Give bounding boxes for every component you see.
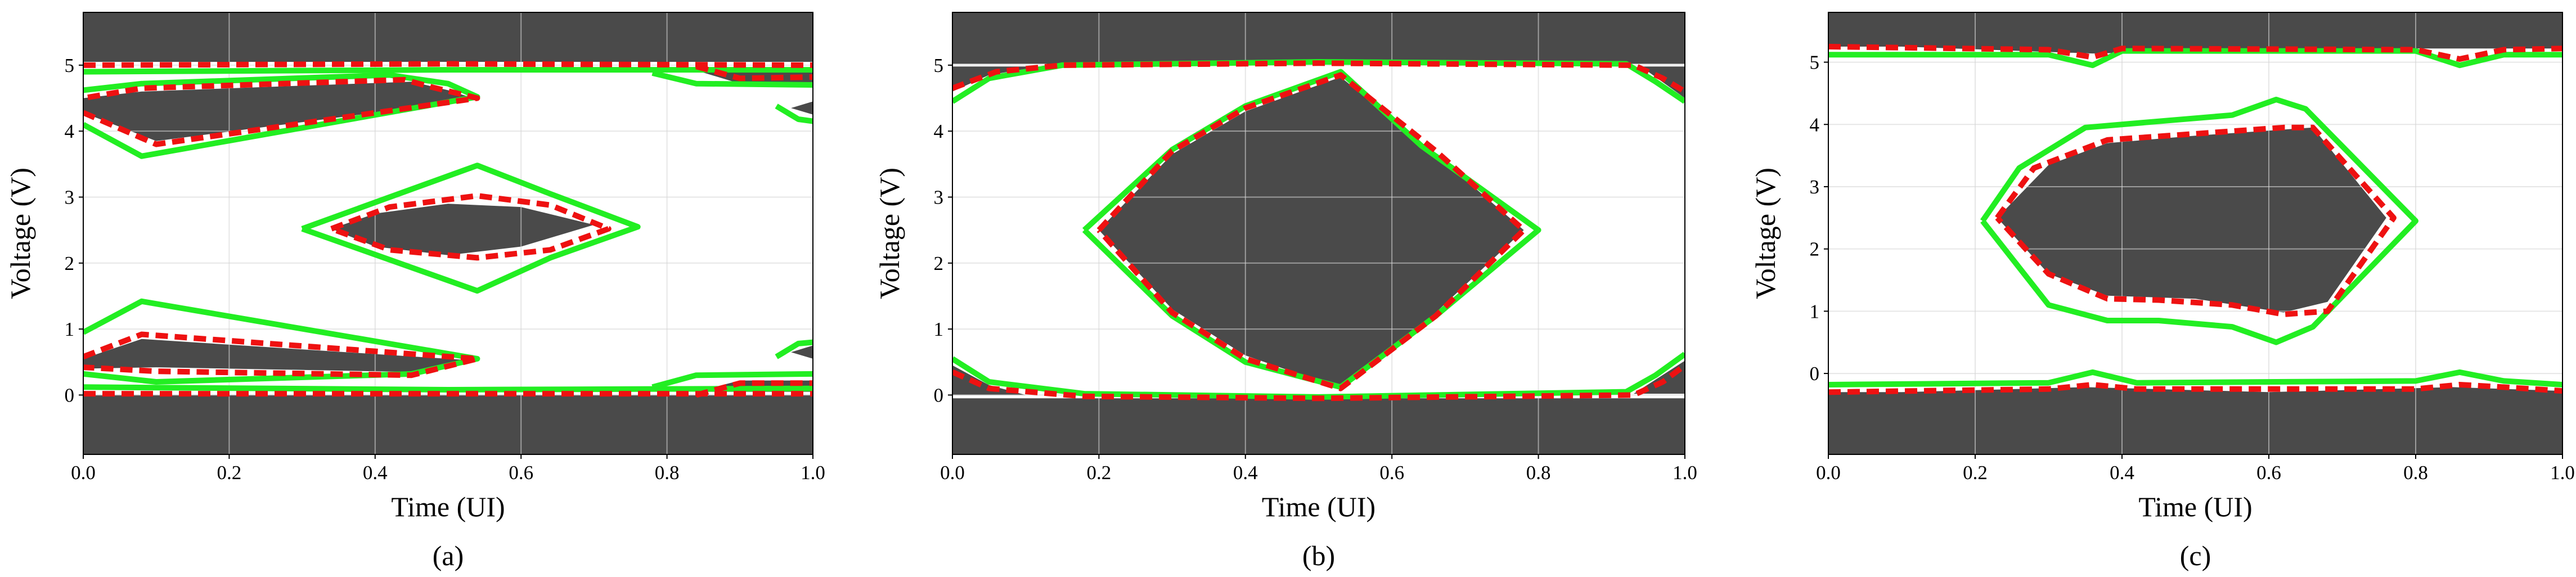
- x-axis-label: Time (UI): [1262, 491, 1375, 522]
- eye-region: [952, 365, 1026, 395]
- eye-region: [1997, 127, 2386, 313]
- y-tick-label: 0: [1810, 363, 1820, 385]
- y-tick-label: 3: [65, 186, 75, 208]
- green-contour: [651, 70, 813, 88]
- red-dashed-contour: [1828, 382, 2562, 395]
- y-tick-label: 4: [1810, 114, 1820, 136]
- panel-0: 0.0 0.2 0.4 0.6 0.8 1.0 0 1 2 3 4 5 Time (UI) Voltage…: [5, 12, 825, 571]
- panel-2: 0.0 0.2 0.4 0.6 0.8 1.0 0 1 2 3 4 5 Time (UI) Voltage…: [1750, 12, 2575, 571]
- eye-region: [1633, 360, 1685, 394]
- red-dashed-contour: [695, 380, 813, 398]
- x-tick-label: 1.0: [1673, 462, 1697, 484]
- x-tick-label: 0.0: [71, 462, 96, 484]
- x-axis-label: Time (UI): [391, 491, 505, 522]
- y-tick-label: 2: [1810, 238, 1820, 260]
- y-tick-label: 1: [65, 318, 75, 340]
- axes-frame: [952, 12, 1685, 455]
- x-tick-label: 0.6: [2256, 462, 2281, 484]
- y-axis-label: Voltage (V): [874, 168, 905, 299]
- eye-region: [83, 82, 478, 141]
- eye-region: [952, 12, 1685, 64]
- red-dashed-contour: [83, 331, 480, 378]
- y-tick-label: 2: [934, 253, 944, 274]
- eye-region: [1640, 66, 1685, 98]
- red-dashed-contour: [330, 193, 612, 261]
- y-tick-label: 5: [1810, 52, 1820, 74]
- y-tick-label: 4: [65, 120, 75, 142]
- green-contour: [83, 72, 480, 159]
- y-tick-label: 5: [934, 55, 944, 76]
- red-dashed-contour: [83, 61, 813, 68]
- eye-region: [331, 204, 594, 255]
- x-tick-label: 0.2: [1087, 462, 1112, 484]
- green-contour: [1828, 369, 2562, 387]
- x-tick-label: 1.0: [801, 462, 825, 484]
- axes-frame: [83, 12, 813, 455]
- y-axis-label: Voltage (V): [1750, 168, 1781, 299]
- red-dashed-contour: [1995, 124, 2397, 317]
- eye-region: [83, 12, 813, 62]
- y-tick-label: 3: [1810, 176, 1820, 198]
- y-tick-label: 5: [65, 55, 75, 76]
- red-dashed-contour: [1096, 72, 1527, 391]
- x-tick-label: 0.0: [1816, 462, 1841, 484]
- x-tick-label: 0.4: [363, 462, 388, 484]
- green-contour: [83, 384, 813, 393]
- red-dashed-contour: [83, 76, 480, 147]
- red-dashed-contour: [952, 363, 1685, 402]
- red-dashed-contour: [952, 60, 1685, 94]
- green-contour: [301, 163, 641, 294]
- x-tick-label: 0.0: [940, 462, 965, 484]
- y-tick-label: 2: [65, 253, 75, 274]
- y-axis-label: Voltage (V): [5, 168, 36, 299]
- x-tick-label: 0.8: [1526, 462, 1551, 484]
- eye-region: [952, 398, 1685, 454]
- x-tick-label: 0.2: [217, 462, 242, 484]
- x-tick-label: 0.6: [509, 462, 533, 484]
- green-contour: [83, 67, 813, 75]
- y-tick-label: 0: [65, 384, 75, 406]
- y-tick-label: 1: [1810, 300, 1820, 322]
- red-dashed-contour: [1828, 43, 2562, 62]
- panel-caption: (b): [1302, 540, 1335, 571]
- green-contour: [775, 103, 813, 124]
- eye-region: [83, 339, 478, 372]
- eye-region: [952, 66, 1041, 92]
- x-tick-label: 0.6: [1379, 462, 1404, 484]
- eye-region: [1828, 12, 2562, 54]
- eye-region: [791, 101, 813, 115]
- panel-1: 0.0 0.2 0.4 0.6 0.8 1.0 0 1 2 3 4 5 Time (UI) Voltage…: [874, 12, 1697, 571]
- x-tick-label: 0.8: [655, 462, 680, 484]
- y-tick-label: 1: [934, 318, 944, 340]
- x-axis-label: Time (UI): [2138, 491, 2252, 522]
- eye-region: [1828, 387, 2562, 454]
- red-dashed-contour: [695, 64, 813, 82]
- x-tick-label: 0.2: [1963, 462, 1988, 484]
- panel-caption: (c): [2180, 540, 2211, 571]
- x-tick-label: 1.0: [2550, 462, 2575, 484]
- panel-caption: (a): [433, 540, 464, 571]
- eye-region: [83, 395, 813, 454]
- green-contour: [775, 339, 813, 359]
- x-tick-label: 0.8: [2403, 462, 2428, 484]
- x-tick-label: 0.4: [2110, 462, 2134, 484]
- y-tick-label: 4: [934, 120, 944, 142]
- green-contour: [651, 371, 813, 390]
- eye-region: [1099, 77, 1524, 389]
- y-tick-label: 3: [934, 186, 944, 208]
- green-contour: [1980, 97, 2418, 345]
- eye-region: [791, 345, 813, 359]
- y-tick-label: 0: [934, 384, 944, 406]
- axes-frame: [1828, 12, 2563, 455]
- x-tick-label: 0.4: [1233, 462, 1258, 484]
